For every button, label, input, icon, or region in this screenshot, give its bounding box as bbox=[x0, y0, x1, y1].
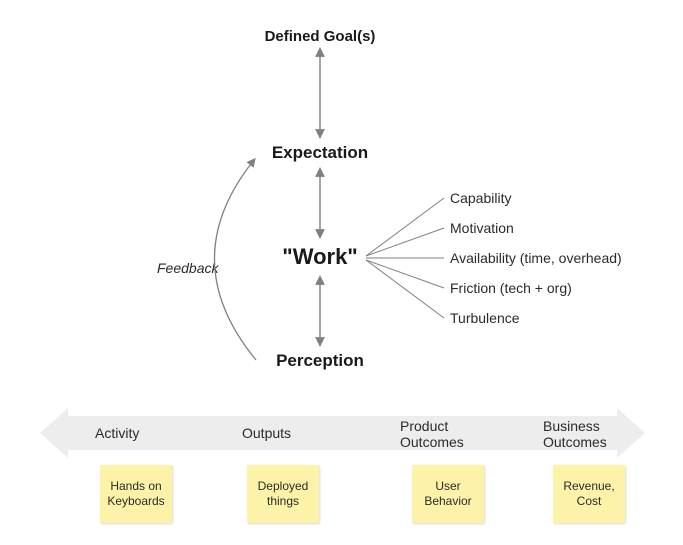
node-goal: Defined Goal(s) bbox=[260, 28, 380, 45]
connector-overlay bbox=[0, 0, 683, 545]
spectrum-arrow-left bbox=[40, 408, 68, 458]
label-feedback: Feedback bbox=[157, 260, 218, 276]
aspect-capability: Capability bbox=[450, 190, 511, 206]
aspect-motivation: Motivation bbox=[450, 220, 514, 236]
stage-heading-activity: Activity bbox=[95, 425, 139, 441]
node-expectation: Expectation bbox=[260, 143, 380, 163]
node-perception: Perception bbox=[260, 351, 380, 371]
sticky-product-outcomes: User Behavior bbox=[412, 465, 484, 523]
spectrum-arrow-body bbox=[68, 416, 617, 450]
aspect-friction: Friction (tech + org) bbox=[450, 280, 572, 296]
sticky-activity: Hands on Keyboards bbox=[100, 465, 172, 523]
sticky-outputs: Deployed things bbox=[247, 465, 319, 523]
aspect-availability: Availability (time, overhead) bbox=[450, 250, 622, 266]
node-work: "Work" bbox=[260, 244, 380, 270]
diagram-canvas: Defined Goal(s) Expectation "Work" Perce… bbox=[0, 0, 683, 545]
stage-heading-product-outcomes: Product Outcomes bbox=[400, 418, 480, 450]
aspect-turbulence: Turbulence bbox=[450, 310, 520, 326]
sticky-business-outcomes: Revenue, Cost bbox=[553, 465, 625, 523]
stage-heading-business-outcomes: Business Outcomes bbox=[543, 418, 623, 450]
stage-heading-outputs: Outputs bbox=[242, 425, 291, 441]
feedback-arc bbox=[214, 160, 256, 360]
